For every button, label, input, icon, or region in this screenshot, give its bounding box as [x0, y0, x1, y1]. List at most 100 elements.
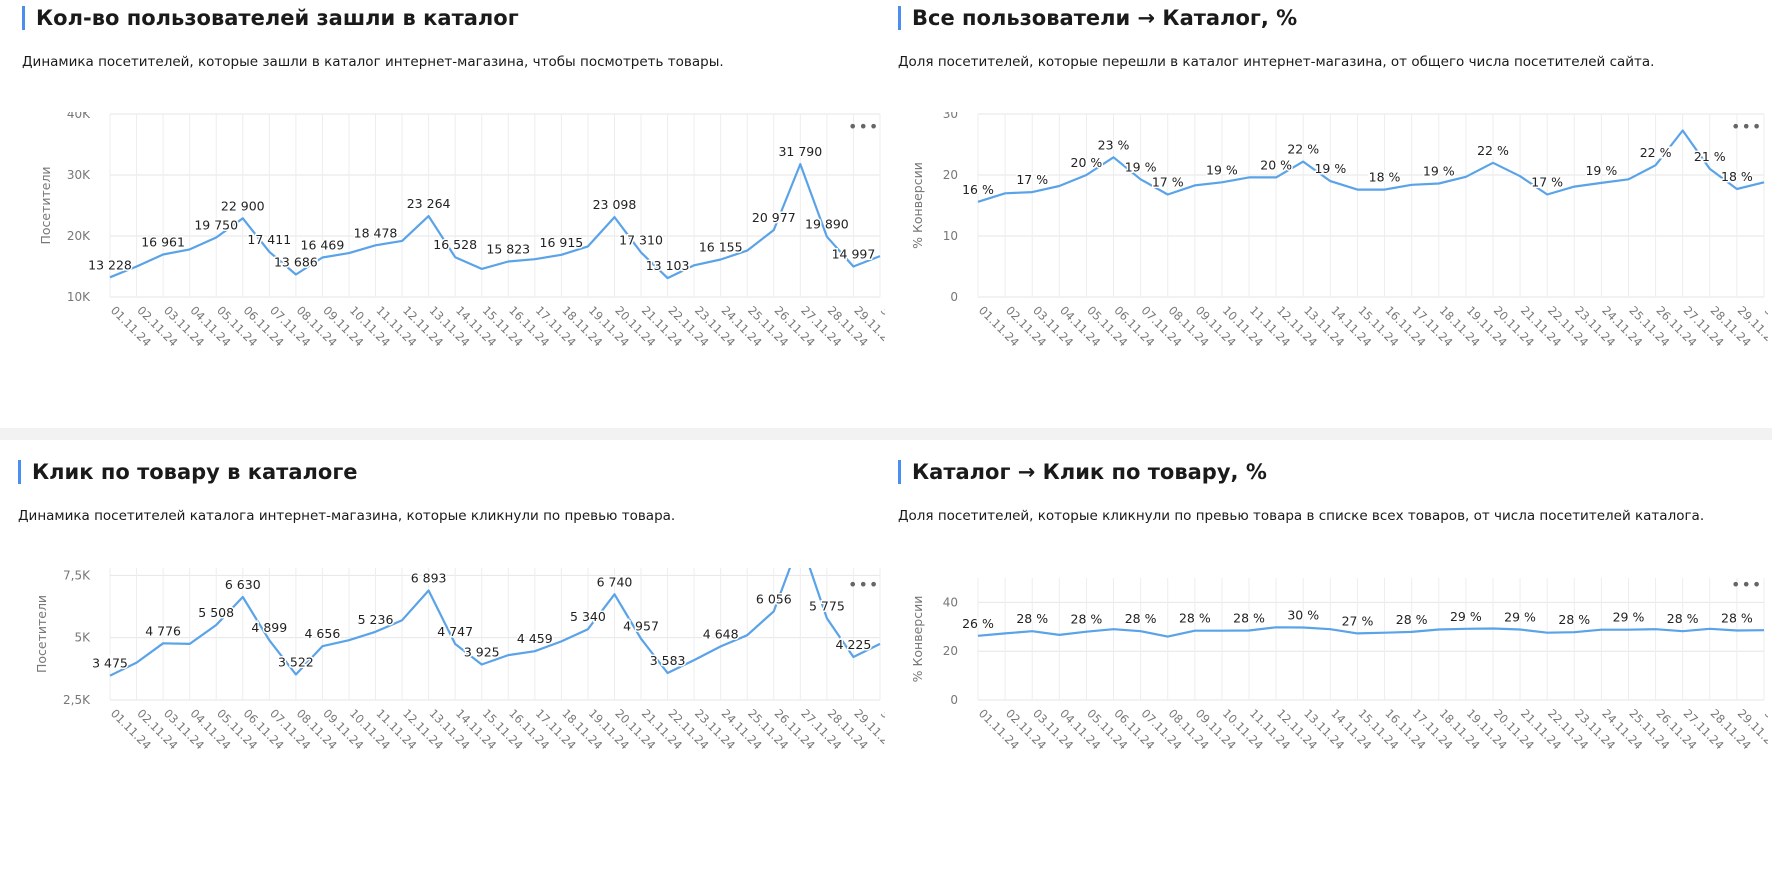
data-label: 5 236: [358, 612, 394, 627]
data-label: 17 %: [1016, 172, 1048, 187]
data-label: 3 475: [92, 656, 128, 671]
data-label: 17 %: [1531, 175, 1563, 190]
data-label: 5 340: [570, 609, 606, 624]
data-label: 30 %: [1287, 608, 1319, 623]
y-tick-label: 5K: [74, 631, 91, 645]
chart: 010203001.11.2402.11.2403.11.2404.11.240…: [910, 107, 1772, 349]
data-label: 21 %: [1694, 149, 1726, 164]
data-label: 29 %: [1613, 610, 1645, 625]
data-label: 4 957: [623, 619, 659, 634]
chart-card: ••• 10K 20K 30K 40K 01.11.24 02.11.24 03.11.24…: [22, 107, 906, 424]
title-accent-bar: [18, 460, 21, 484]
more-options-icon[interactable]: •••: [848, 117, 880, 136]
data-label: 31 790: [778, 144, 822, 159]
panel-title: Кол-во пользователей зашли в каталог: [22, 4, 519, 32]
data-label: 22 %: [1287, 142, 1319, 157]
panel-description: Динамика посетителей, которые зашли в ка…: [22, 54, 724, 70]
data-label: 20 %: [1260, 157, 1292, 172]
chart: 2,5K5K7,5K10K01.11.2402.11.2403.11.2404.…: [34, 506, 906, 752]
y-tick-label: 10K: [67, 290, 91, 304]
data-label: 4 225: [836, 637, 872, 652]
data-label: 19 750: [194, 218, 238, 233]
title-accent-bar: [898, 460, 901, 484]
y-tick-label: 30: [943, 112, 958, 121]
data-label: 13 103: [646, 258, 690, 273]
data-label: 17 411: [247, 232, 291, 247]
data-label: 18 %: [1721, 169, 1753, 184]
data-label: 28 %: [1396, 612, 1428, 627]
data-label: 29 %: [1504, 609, 1536, 624]
data-label: 6 893: [411, 570, 447, 585]
data-label: 19 %: [1314, 161, 1346, 176]
y-tick-label: 20: [943, 168, 958, 182]
data-label: 27 %: [1342, 613, 1374, 628]
y-axis-title: Посетители: [38, 166, 53, 244]
data-label: 28 %: [1667, 611, 1699, 626]
data-label: 19 %: [1206, 162, 1238, 177]
data-label: 3 583: [650, 653, 686, 668]
more-options-icon[interactable]: •••: [1731, 575, 1763, 594]
data-label: 19 890: [805, 217, 849, 232]
data-label: 28 %: [1721, 610, 1753, 625]
data-label: 16 469: [301, 238, 345, 253]
data-label: 6 630: [225, 577, 261, 592]
data-label: 16 915: [540, 235, 584, 250]
data-label: 4 648: [703, 626, 739, 641]
data-label: 23 098: [593, 197, 637, 212]
y-tick-label: 0: [950, 693, 958, 707]
data-label: 22 %: [1640, 145, 1672, 160]
panel-description: Доля посетителей, которые перешли в ката…: [898, 54, 1655, 70]
y-tick-label: 10: [943, 229, 958, 243]
data-label: 15 823: [486, 241, 530, 256]
data-label: 19 %: [1423, 164, 1455, 179]
data-label: 4 656: [305, 626, 341, 641]
y-tick-label: 20K: [67, 229, 91, 243]
title-accent-bar: [898, 6, 901, 30]
data-label: 28 %: [1179, 611, 1211, 626]
data-label: 3 522: [278, 655, 314, 670]
data-label: 6 740: [597, 574, 633, 589]
data-label: 20 977: [752, 210, 796, 225]
series-line: [109, 538, 881, 677]
data-label: 4 899: [251, 620, 287, 635]
chart-card: ••• 0 10 20 30 01.11.24 02.11.24 03.11.24 04.11…: [898, 107, 1772, 424]
data-label: 23 264: [407, 196, 451, 211]
data-label: 28 %: [1233, 610, 1265, 625]
data-label: 20 %: [1071, 155, 1103, 170]
y-axis-title: % Конверсии: [910, 596, 925, 683]
chart: 10K20K30K40K01.11.2402.11.2403.11.2404.1…: [38, 107, 906, 349]
panel-title-text: Кол-во пользователей зашли в каталог: [36, 6, 519, 30]
chart-card: ••• 0 20 40 01.11.24 02.11.24 03.11.24 04.11.2…: [898, 568, 1772, 886]
data-label: 16 155: [699, 239, 743, 254]
more-options-icon[interactable]: •••: [1731, 117, 1763, 136]
y-tick-label: 30K: [67, 168, 91, 182]
data-label: 5 775: [809, 598, 845, 613]
data-label: 28 %: [1071, 612, 1103, 627]
panel-description: Динамика посетителей каталога интернет-м…: [18, 508, 676, 524]
title-accent-bar: [22, 6, 25, 30]
panel-title-text: Клик по товару в каталоге: [32, 460, 358, 484]
data-label: 5 508: [198, 605, 234, 620]
data-label: 28 %: [1558, 612, 1590, 627]
data-label: 14 997: [832, 247, 876, 262]
data-label: 28 %: [1125, 611, 1157, 626]
data-label: 19 %: [1585, 163, 1617, 178]
panel-description: Доля посетителей, которые кликнули по пр…: [898, 508, 1705, 524]
data-label: 4 776: [145, 623, 181, 638]
x-tick-label: 30.1: [1762, 706, 1768, 734]
data-label: 18 478: [354, 225, 398, 240]
y-axis-title: % Конверсии: [910, 162, 925, 249]
data-label: 29 %: [1450, 609, 1482, 624]
y-axis-title: Посетители: [34, 595, 49, 673]
data-label: 19 %: [1125, 159, 1157, 174]
data-label: 22 %: [1477, 143, 1509, 158]
y-tick-label: 0: [950, 290, 958, 304]
panel-title: Каталог → Клик по товару, %: [898, 458, 1267, 486]
y-tick-label: 2,5K: [63, 693, 91, 707]
data-label: 16 %: [962, 182, 994, 197]
series-line: [977, 129, 1765, 203]
data-label: 3 925: [464, 644, 500, 659]
data-label: 17 310: [619, 232, 663, 247]
data-label: 17 %: [1152, 175, 1184, 190]
more-options-icon[interactable]: •••: [848, 575, 880, 594]
